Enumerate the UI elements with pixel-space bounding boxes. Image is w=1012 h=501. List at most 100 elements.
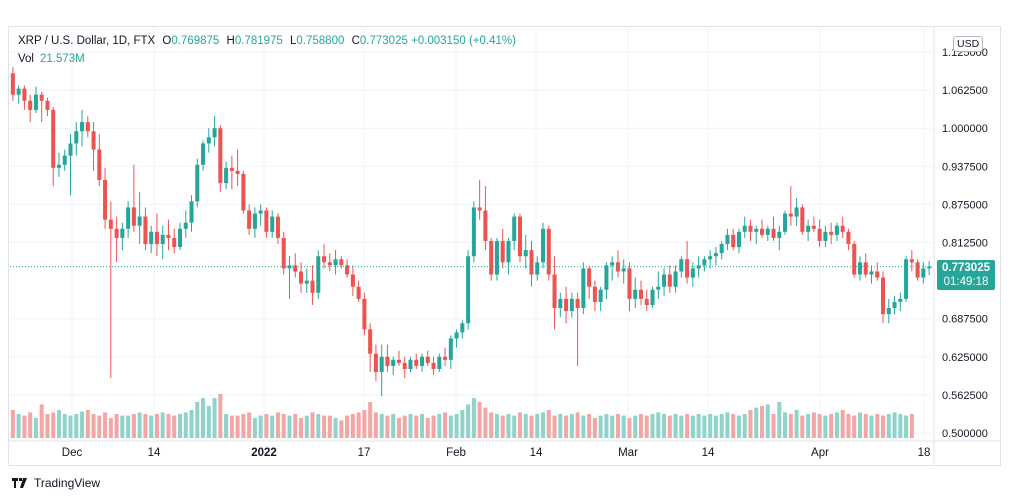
currency-button[interactable]: USD [953, 36, 984, 52]
volume-bar [615, 414, 620, 438]
volume-bar [437, 414, 442, 438]
candle-body [875, 271, 880, 278]
x-tick-label: Apr [811, 447, 829, 459]
candle-body [489, 240, 494, 275]
x-tick-label: Dec [62, 447, 83, 459]
volume-bar [448, 415, 453, 438]
candle-body [293, 265, 298, 272]
candle-body [201, 143, 206, 165]
volume-bar [564, 415, 569, 438]
candle-body [154, 231, 159, 245]
volume-bar [264, 414, 269, 438]
candle-body [149, 231, 154, 245]
volume-bar [298, 418, 304, 438]
x-tick-label: 17 [358, 447, 371, 459]
volume-bar [834, 412, 839, 438]
volume-bar [316, 414, 321, 438]
volume-bar [177, 414, 183, 438]
low-label: L [290, 35, 297, 47]
volume-bar [281, 414, 286, 438]
bar-countdown: 01:49:18 [943, 276, 989, 288]
volume-bar [183, 412, 188, 438]
volume-bar [708, 414, 713, 438]
candle-body [806, 225, 811, 232]
candle-body [915, 262, 920, 278]
volume-bar [552, 415, 557, 438]
volume-bar [356, 412, 361, 438]
volume-bar [396, 418, 401, 438]
candle-body [345, 265, 350, 275]
volume-bar [471, 398, 476, 438]
volume-bar [811, 412, 816, 438]
volume-bar [731, 414, 736, 438]
candle-body [541, 228, 546, 263]
volume-bar [748, 410, 753, 438]
candle-body [258, 210, 263, 214]
volume-bar [696, 414, 701, 438]
candle-body [275, 216, 280, 238]
candle-body [385, 356, 390, 366]
last-price-value: 0.773025 [942, 262, 990, 274]
volume-bar [777, 402, 782, 438]
volume-bar [771, 414, 776, 438]
volume-bar [685, 414, 690, 438]
volume-bar [621, 415, 626, 438]
candle-body [506, 240, 511, 263]
close-label: C [351, 35, 360, 47]
x-tick-label: 18 [918, 447, 931, 459]
x-tick-label: Mar [618, 447, 638, 459]
candle-body [592, 286, 597, 302]
brand-label: TradingView [34, 476, 101, 490]
volume-bar [823, 415, 828, 438]
volume-bar [869, 415, 874, 438]
candle-body [350, 274, 355, 287]
volume-bar [425, 418, 430, 438]
candle-body [45, 100, 50, 110]
candle-body [316, 256, 321, 293]
y-tick-label: 1.062500 [942, 85, 988, 97]
y-tick-label: 0.875000 [942, 199, 988, 211]
candle-body [598, 289, 603, 302]
candle-body [443, 356, 448, 360]
volume-bar [581, 415, 586, 438]
x-tick-label: 14 [148, 447, 161, 459]
candle-body [713, 253, 718, 257]
chart-frame [8, 26, 1001, 466]
candle-body [235, 170, 240, 174]
volume-bar [368, 402, 373, 438]
candle-body [322, 256, 327, 263]
candle-body [97, 149, 102, 181]
volume-bar [690, 415, 695, 438]
volume-bar [650, 414, 655, 438]
volume-bar [247, 412, 252, 438]
candle-body [552, 274, 557, 309]
candle-body [662, 274, 667, 287]
volume-bar [886, 414, 891, 438]
candle-body [356, 286, 361, 299]
candle-body [869, 271, 874, 275]
volume-bar [725, 412, 730, 438]
tradingview-logo-icon [12, 478, 27, 488]
volume-bar [638, 414, 644, 438]
volume-bar [310, 412, 315, 438]
volume-bar [143, 414, 148, 438]
volume-bar [788, 414, 793, 438]
candle-body [829, 231, 834, 235]
candle-body [483, 210, 488, 241]
volume-bar [385, 415, 390, 438]
candle-body [471, 207, 476, 257]
low-value: 0.758800 [296, 35, 345, 47]
candle-body [679, 259, 684, 272]
candle-body [811, 225, 816, 229]
candle-body [39, 94, 44, 101]
change-value: +0.003150 (+0.41%) [411, 35, 516, 47]
candle-body [736, 231, 741, 248]
y-tick-label: 0.687500 [942, 314, 988, 326]
volume-bar [379, 414, 384, 438]
volume-bar [909, 414, 914, 438]
candle-body [834, 225, 839, 235]
volume-bar [74, 414, 79, 438]
volume-bar [892, 412, 897, 438]
candle-body [137, 216, 142, 226]
